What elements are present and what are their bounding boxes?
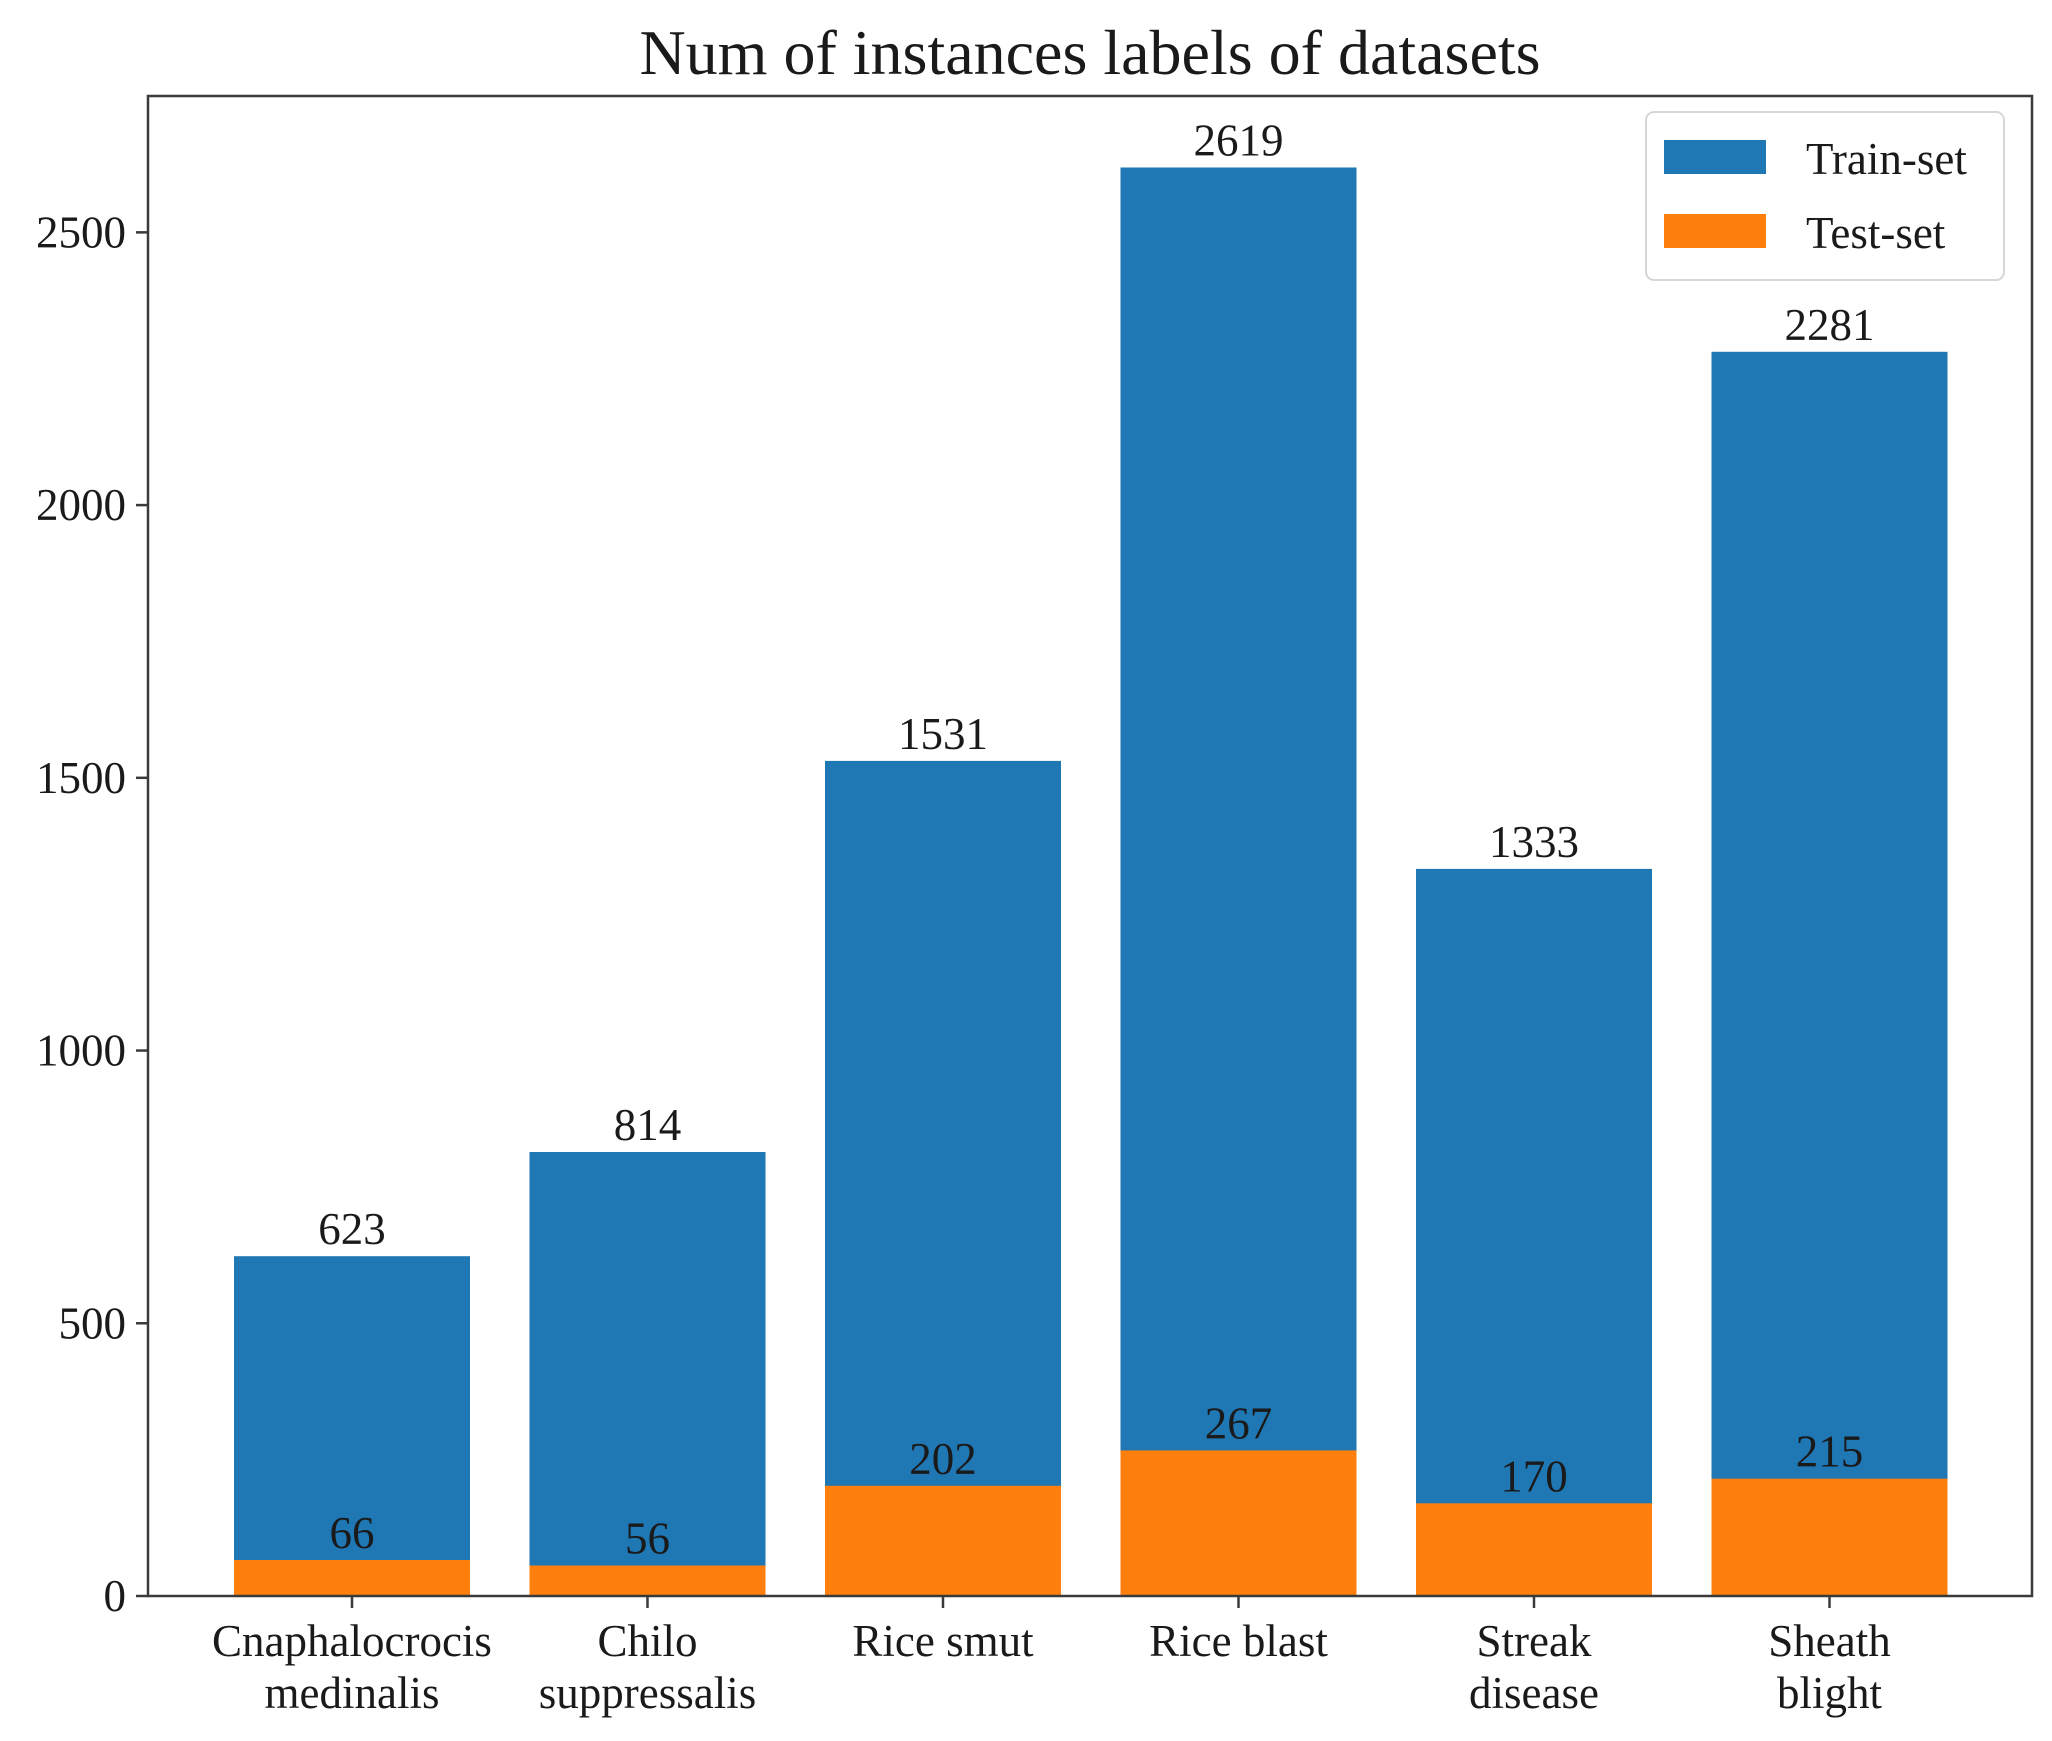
plot-frame xyxy=(146,94,2034,1598)
test-value-label-0: 66 xyxy=(330,1508,375,1558)
x-tick-label-3: Rice blast xyxy=(1149,1616,1328,1666)
x-tick-label-line: Cnaphalocrocis xyxy=(212,1616,492,1666)
x-tick-label-line: blight xyxy=(1777,1668,1883,1718)
x-tick-label-line: disease xyxy=(1469,1668,1599,1718)
x-tick-label-line: Chilo xyxy=(597,1616,697,1666)
test-bar-2 xyxy=(825,1485,1061,1596)
train-value-label-3: 2619 xyxy=(1194,116,1284,166)
test-value-label-4: 170 xyxy=(1500,1451,1568,1501)
train-value-label-5: 2281 xyxy=(1785,300,1875,350)
test-set-legend-label: Test-set xyxy=(1806,208,1946,258)
train-bar-2 xyxy=(825,760,1061,1596)
train-set-legend-label: Train-set xyxy=(1806,134,1967,184)
x-tick-label-line: Sheath xyxy=(1768,1616,1890,1666)
test-value-label-5: 215 xyxy=(1796,1427,1864,1477)
train-bar-4 xyxy=(1416,868,1652,1596)
y-tick-label-0: 0 xyxy=(104,1571,127,1621)
y-tick-label-1500: 1500 xyxy=(36,753,126,803)
x-tick-label-line: suppressalis xyxy=(539,1668,757,1718)
train-bar-0 xyxy=(234,1256,470,1596)
test-value-label-2: 202 xyxy=(909,1434,977,1484)
test-value-label-1: 56 xyxy=(625,1514,670,1564)
test-bar-3 xyxy=(1120,1450,1357,1596)
x-tick-label-line: Rice smut xyxy=(852,1616,1034,1666)
train-bar-3 xyxy=(1120,167,1357,1596)
train-value-label-1: 814 xyxy=(614,1100,682,1150)
y-tick-label-2500: 2500 xyxy=(36,207,126,257)
legend: Train-set Test-set xyxy=(1645,111,2005,281)
train-set-legend-swatch xyxy=(1664,140,1766,174)
y-tick-label-2000: 2000 xyxy=(36,480,126,530)
x-tick-label-line: medinalis xyxy=(265,1668,440,1718)
axes-layer: 0 500 1000 1500 2000 2500 Cnaphalocrocis medina… xyxy=(36,94,2034,1718)
train-bar-1 xyxy=(529,1152,766,1596)
x-tick-label-4: Streak disease xyxy=(1469,1616,1599,1718)
train-bar-5 xyxy=(1711,351,1948,1596)
y-tick-label-1000: 1000 xyxy=(36,1026,126,1076)
x-tick-label-1: Chilo suppressalis xyxy=(539,1616,757,1718)
train-value-label-0: 623 xyxy=(318,1204,386,1254)
data-labels-layer: 623 66 814 56 1531 202 2619 267 1333 170 2281 215 xyxy=(318,116,1874,1564)
x-tick-label-2: Rice smut xyxy=(852,1616,1034,1666)
test-bar-0 xyxy=(234,1560,470,1596)
test-set-legend-swatch xyxy=(1664,214,1766,248)
test-bar-4 xyxy=(1416,1503,1652,1596)
x-tick-label-line: Rice blast xyxy=(1149,1616,1328,1666)
train-value-label-2: 1531 xyxy=(898,709,988,759)
test-bar-1 xyxy=(529,1565,766,1596)
train-value-label-4: 1333 xyxy=(1489,817,1579,867)
chart-title: Num of instances labels of datasets xyxy=(639,17,1540,88)
y-tick-label-500: 500 xyxy=(59,1298,127,1348)
test-bar-5 xyxy=(1711,1478,1948,1596)
x-tick-label-line: Streak xyxy=(1477,1616,1592,1666)
x-tick-label-5: Sheath blight xyxy=(1768,1616,1890,1718)
test-value-label-3: 267 xyxy=(1205,1398,1273,1448)
x-tick-label-0: Cnaphalocrocis medinalis xyxy=(212,1616,492,1718)
bars-layer xyxy=(234,167,1948,1596)
